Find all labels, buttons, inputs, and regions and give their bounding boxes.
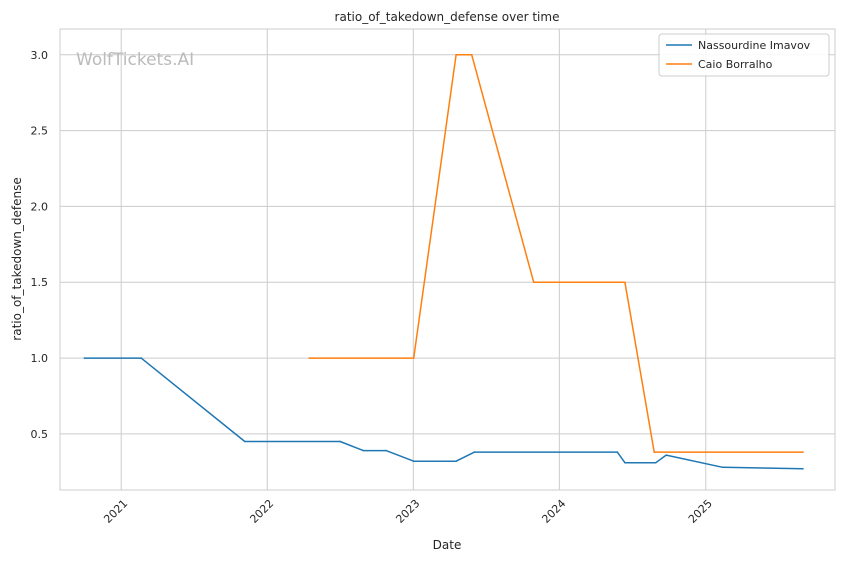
data-point — [308, 357, 311, 359]
y-tick-label: 2.0 — [31, 200, 49, 213]
watermark-text: WolfTickets.AI — [76, 50, 194, 70]
data-point — [455, 53, 457, 56]
data-point — [412, 357, 415, 359]
data-point — [624, 461, 626, 464]
plot-frame — [59, 28, 836, 491]
y-tick-label: 1.0 — [31, 352, 49, 365]
data-point — [470, 53, 473, 56]
data-point — [362, 449, 365, 452]
data-point — [385, 449, 387, 452]
y-axis-ticks: 0.5 1.0 1.5 2.0 2.5 3.0 — [31, 49, 49, 441]
data-point — [665, 454, 667, 456]
data-point — [802, 451, 804, 453]
data-point — [616, 451, 619, 453]
data-point — [244, 440, 246, 443]
data-point — [653, 451, 655, 453]
data-point — [83, 357, 86, 359]
data-point — [455, 460, 457, 462]
data-point — [802, 467, 804, 470]
y-axis-label: ratio_of_takedown_defense — [10, 177, 24, 340]
data-point — [721, 466, 724, 469]
data-point — [654, 461, 657, 464]
legend: Nassourdine Imavov Caio Borralho — [658, 33, 830, 77]
series-lines — [83, 53, 804, 470]
y-tick-label: 1.5 — [31, 276, 49, 289]
data-point — [624, 281, 626, 284]
data-point — [140, 357, 143, 359]
series-line-1 — [309, 54, 803, 453]
data-point — [412, 460, 415, 462]
data-point — [532, 281, 535, 284]
data-point — [339, 440, 341, 443]
legend-box — [658, 33, 830, 77]
chart-title: ratio_of_takedown_defense over time — [335, 10, 560, 24]
legend-label-imavov: Nassourdine Imavov — [698, 39, 811, 52]
x-axis-label: Date — [433, 538, 462, 552]
y-tick-label: 3.0 — [31, 49, 49, 62]
y-tick-label: 2.5 — [31, 125, 49, 138]
grid-lines — [60, 29, 835, 490]
legend-label-borralho: Caio Borralho — [698, 58, 773, 71]
data-point — [473, 451, 476, 453]
y-tick-label: 0.5 — [31, 428, 49, 441]
